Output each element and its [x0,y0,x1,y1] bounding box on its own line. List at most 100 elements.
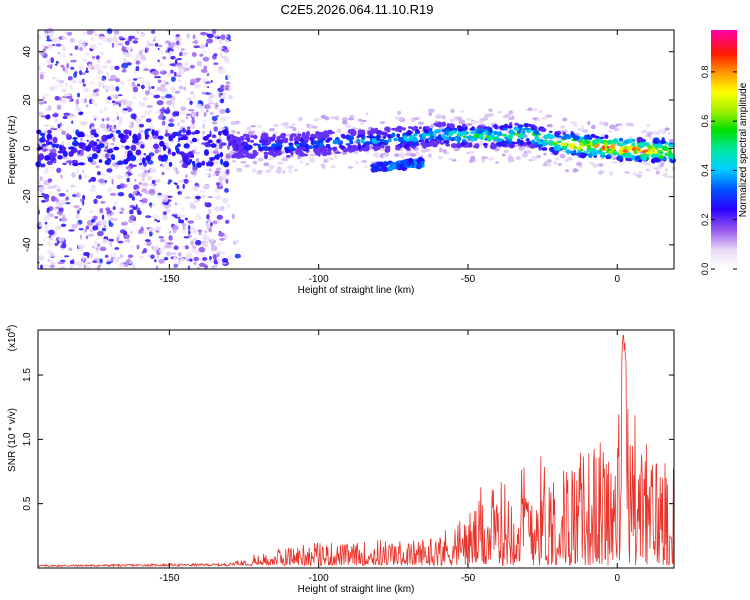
halo-dot [428,112,433,116]
noise-dot [151,86,155,89]
noise-dot [93,141,98,147]
noise-dot [142,96,148,102]
noise-dot [97,230,104,237]
noise-dot [201,91,206,95]
halo-dot [280,123,285,126]
signal-dot [462,123,466,128]
noise-dot [95,195,103,199]
noise-dot [199,53,204,57]
noise-dot [199,189,206,193]
noise-dot [79,70,82,76]
halo-dot [652,131,658,135]
signal-dot [480,125,485,129]
noise-dot [216,250,222,254]
halo-dot [518,146,526,150]
halo-dot [660,162,664,167]
noise-dot [172,229,177,234]
noise-dot [89,96,93,100]
halo-dot [415,151,419,156]
noise-dot [172,104,175,110]
signal-dot [534,130,540,135]
noise-dot [97,126,100,133]
signal-dot [237,146,244,150]
noise-dot [113,29,120,35]
signal-dot [427,133,431,137]
noise-dot [194,129,200,135]
noise-dot [227,255,233,261]
noise-dot [149,124,154,130]
snr-frame [37,329,675,569]
noise-dot [49,86,55,91]
noise-dot [216,46,224,50]
signal-dot [380,167,384,171]
noise-dot [114,44,119,48]
noise-dot [176,131,182,137]
noise-dot [218,143,223,149]
noise-dot [167,195,173,198]
halo-dot [435,113,442,116]
signal-dot [344,134,352,140]
noise-dot [130,144,137,151]
noise-dot [42,143,47,147]
signal-dot [633,150,638,155]
halo-dot [406,150,413,154]
noise-dot [111,37,119,42]
signal-dot [514,122,520,126]
noise-dot [204,230,208,234]
halo-dot [341,151,348,155]
noise-dot [66,189,69,192]
noise-dot [176,74,182,77]
noise-dot [96,144,101,150]
signal-dot [455,142,463,149]
halo-dot [230,121,238,126]
noise-dot [83,88,89,92]
signal-dot [484,145,488,149]
noise-dot [192,94,197,100]
noise-dot [73,190,77,195]
noise-dot [90,36,94,42]
noise-dot [153,143,160,150]
halo-dot [470,155,476,161]
signal-dot [397,137,404,142]
noise-dot [164,107,168,110]
signal-dot [474,133,479,139]
noise-dot [50,264,55,269]
noise-dot [213,53,218,57]
noise-dot [188,230,191,235]
noise-dot [216,153,220,160]
noise-dot [58,193,66,197]
noise-dot [57,261,65,265]
noise-dot [190,154,195,158]
noise-dot [210,222,213,227]
noise-dot [118,133,125,139]
halo-dot [538,109,543,114]
noise-dot [65,82,68,88]
signal-dot [520,135,525,139]
signal-dot [313,140,318,144]
signal-dot [231,154,236,159]
noise-dot [103,106,108,112]
noise-dot [222,129,229,136]
noise-dot [100,51,105,56]
noise-dot [39,71,46,74]
signal-dot [562,131,566,135]
noise-dot [85,235,89,240]
noise-dot [56,240,60,245]
snr-y-tick-label: 0.5 [22,496,33,510]
noise-dot [117,160,124,165]
noise-dot [218,130,222,136]
noise-dot [152,39,156,42]
halo-dot [561,129,568,133]
halo-dot [273,131,278,134]
noise-dot [211,238,214,243]
noise-dot [119,80,126,85]
noise-dot [170,69,174,74]
noise-dot [121,62,129,69]
signal-dot [488,127,493,133]
halo-dot [246,126,251,131]
signal-dot [334,151,342,154]
noise-dot [38,186,45,193]
signal-dot [350,146,358,151]
signal-dot [525,138,530,142]
signal-dot [392,164,397,168]
